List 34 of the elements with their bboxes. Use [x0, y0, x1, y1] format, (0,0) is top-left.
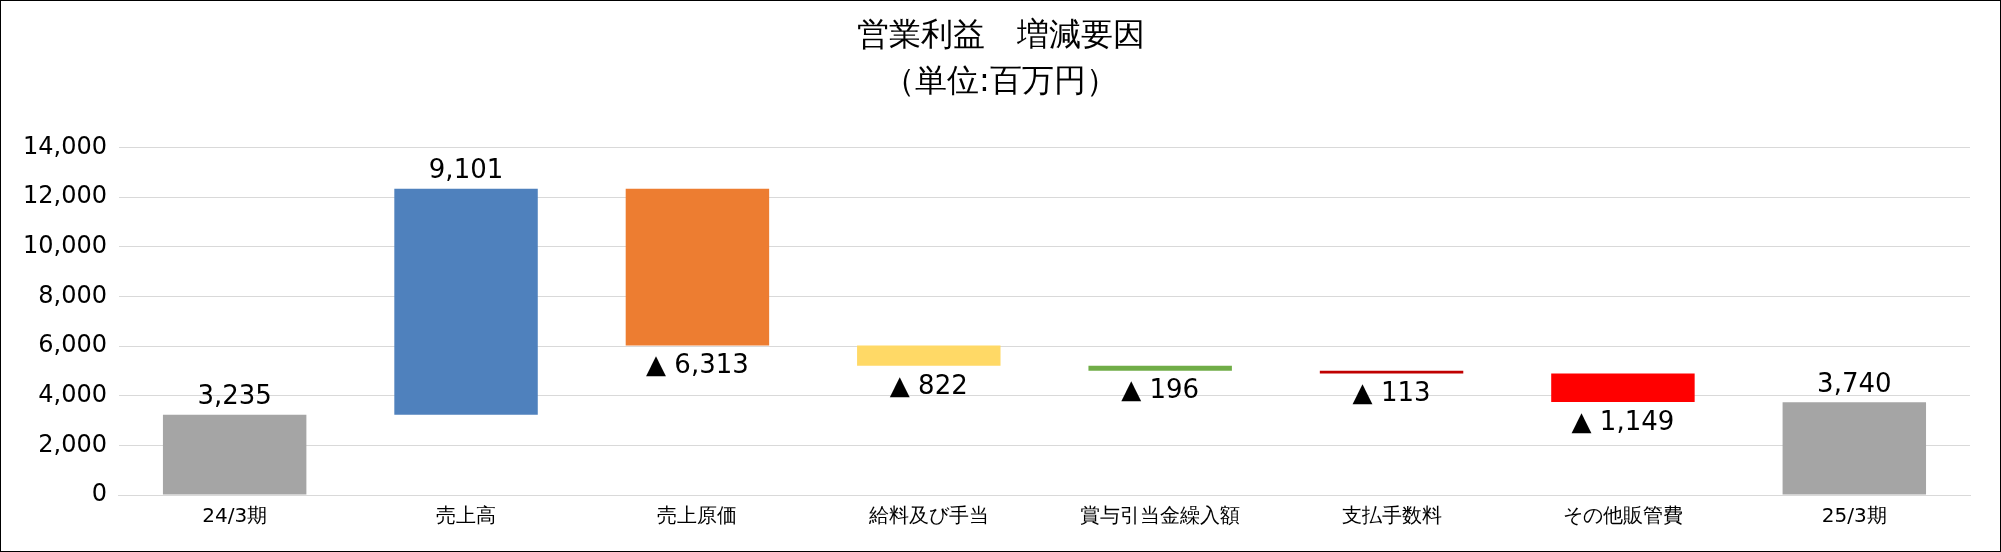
bar [1782, 402, 1927, 495]
chart-subtitle: （単位:百万円） [882, 60, 1119, 101]
y-tick-label: 0 [91, 479, 107, 508]
bar [162, 414, 307, 495]
y-tick-label: 8,000 [38, 280, 107, 309]
data-label: ▲ 822 [889, 369, 968, 400]
y-tick-label: 4,000 [38, 379, 107, 408]
data-label: ▲ 113 [1352, 377, 1431, 408]
bar [394, 188, 538, 415]
data-label: ▲ 6,313 [646, 349, 749, 380]
bar [1551, 373, 1695, 403]
bar [857, 345, 1001, 366]
data-label: ▲ 1,149 [1571, 405, 1675, 436]
bar [625, 188, 770, 346]
y-tick-label: 14,000 [22, 131, 107, 160]
data-label: ▲ 196 [1121, 374, 1200, 405]
x-tick-label: 賞与引当金繰入額 [1080, 503, 1241, 528]
bar [1088, 365, 1232, 371]
y-tick-label: 10,000 [22, 230, 107, 259]
x-tick-label: 支払手数料 [1341, 503, 1442, 528]
x-tick-label: 25/3期 [1821, 503, 1887, 528]
x-tick-label: その他販管費 [1562, 503, 1683, 528]
data-label: 3,740 [1817, 367, 1892, 398]
x-tick-label: 24/3期 [202, 503, 268, 528]
y-tick-label: 2,000 [38, 429, 107, 458]
data-label: 3,235 [197, 380, 272, 411]
chart-title: 営業利益 増減要因 [855, 14, 1146, 55]
x-tick-label: 売上高 [436, 503, 497, 528]
x-tick-label: 給料及び手当 [867, 503, 989, 528]
data-label: 9,101 [428, 154, 504, 185]
x-tick-label: 売上原価 [657, 503, 738, 528]
y-tick-label: 12,000 [22, 181, 107, 210]
bar [1319, 370, 1464, 374]
y-tick-label: 6,000 [38, 330, 107, 359]
